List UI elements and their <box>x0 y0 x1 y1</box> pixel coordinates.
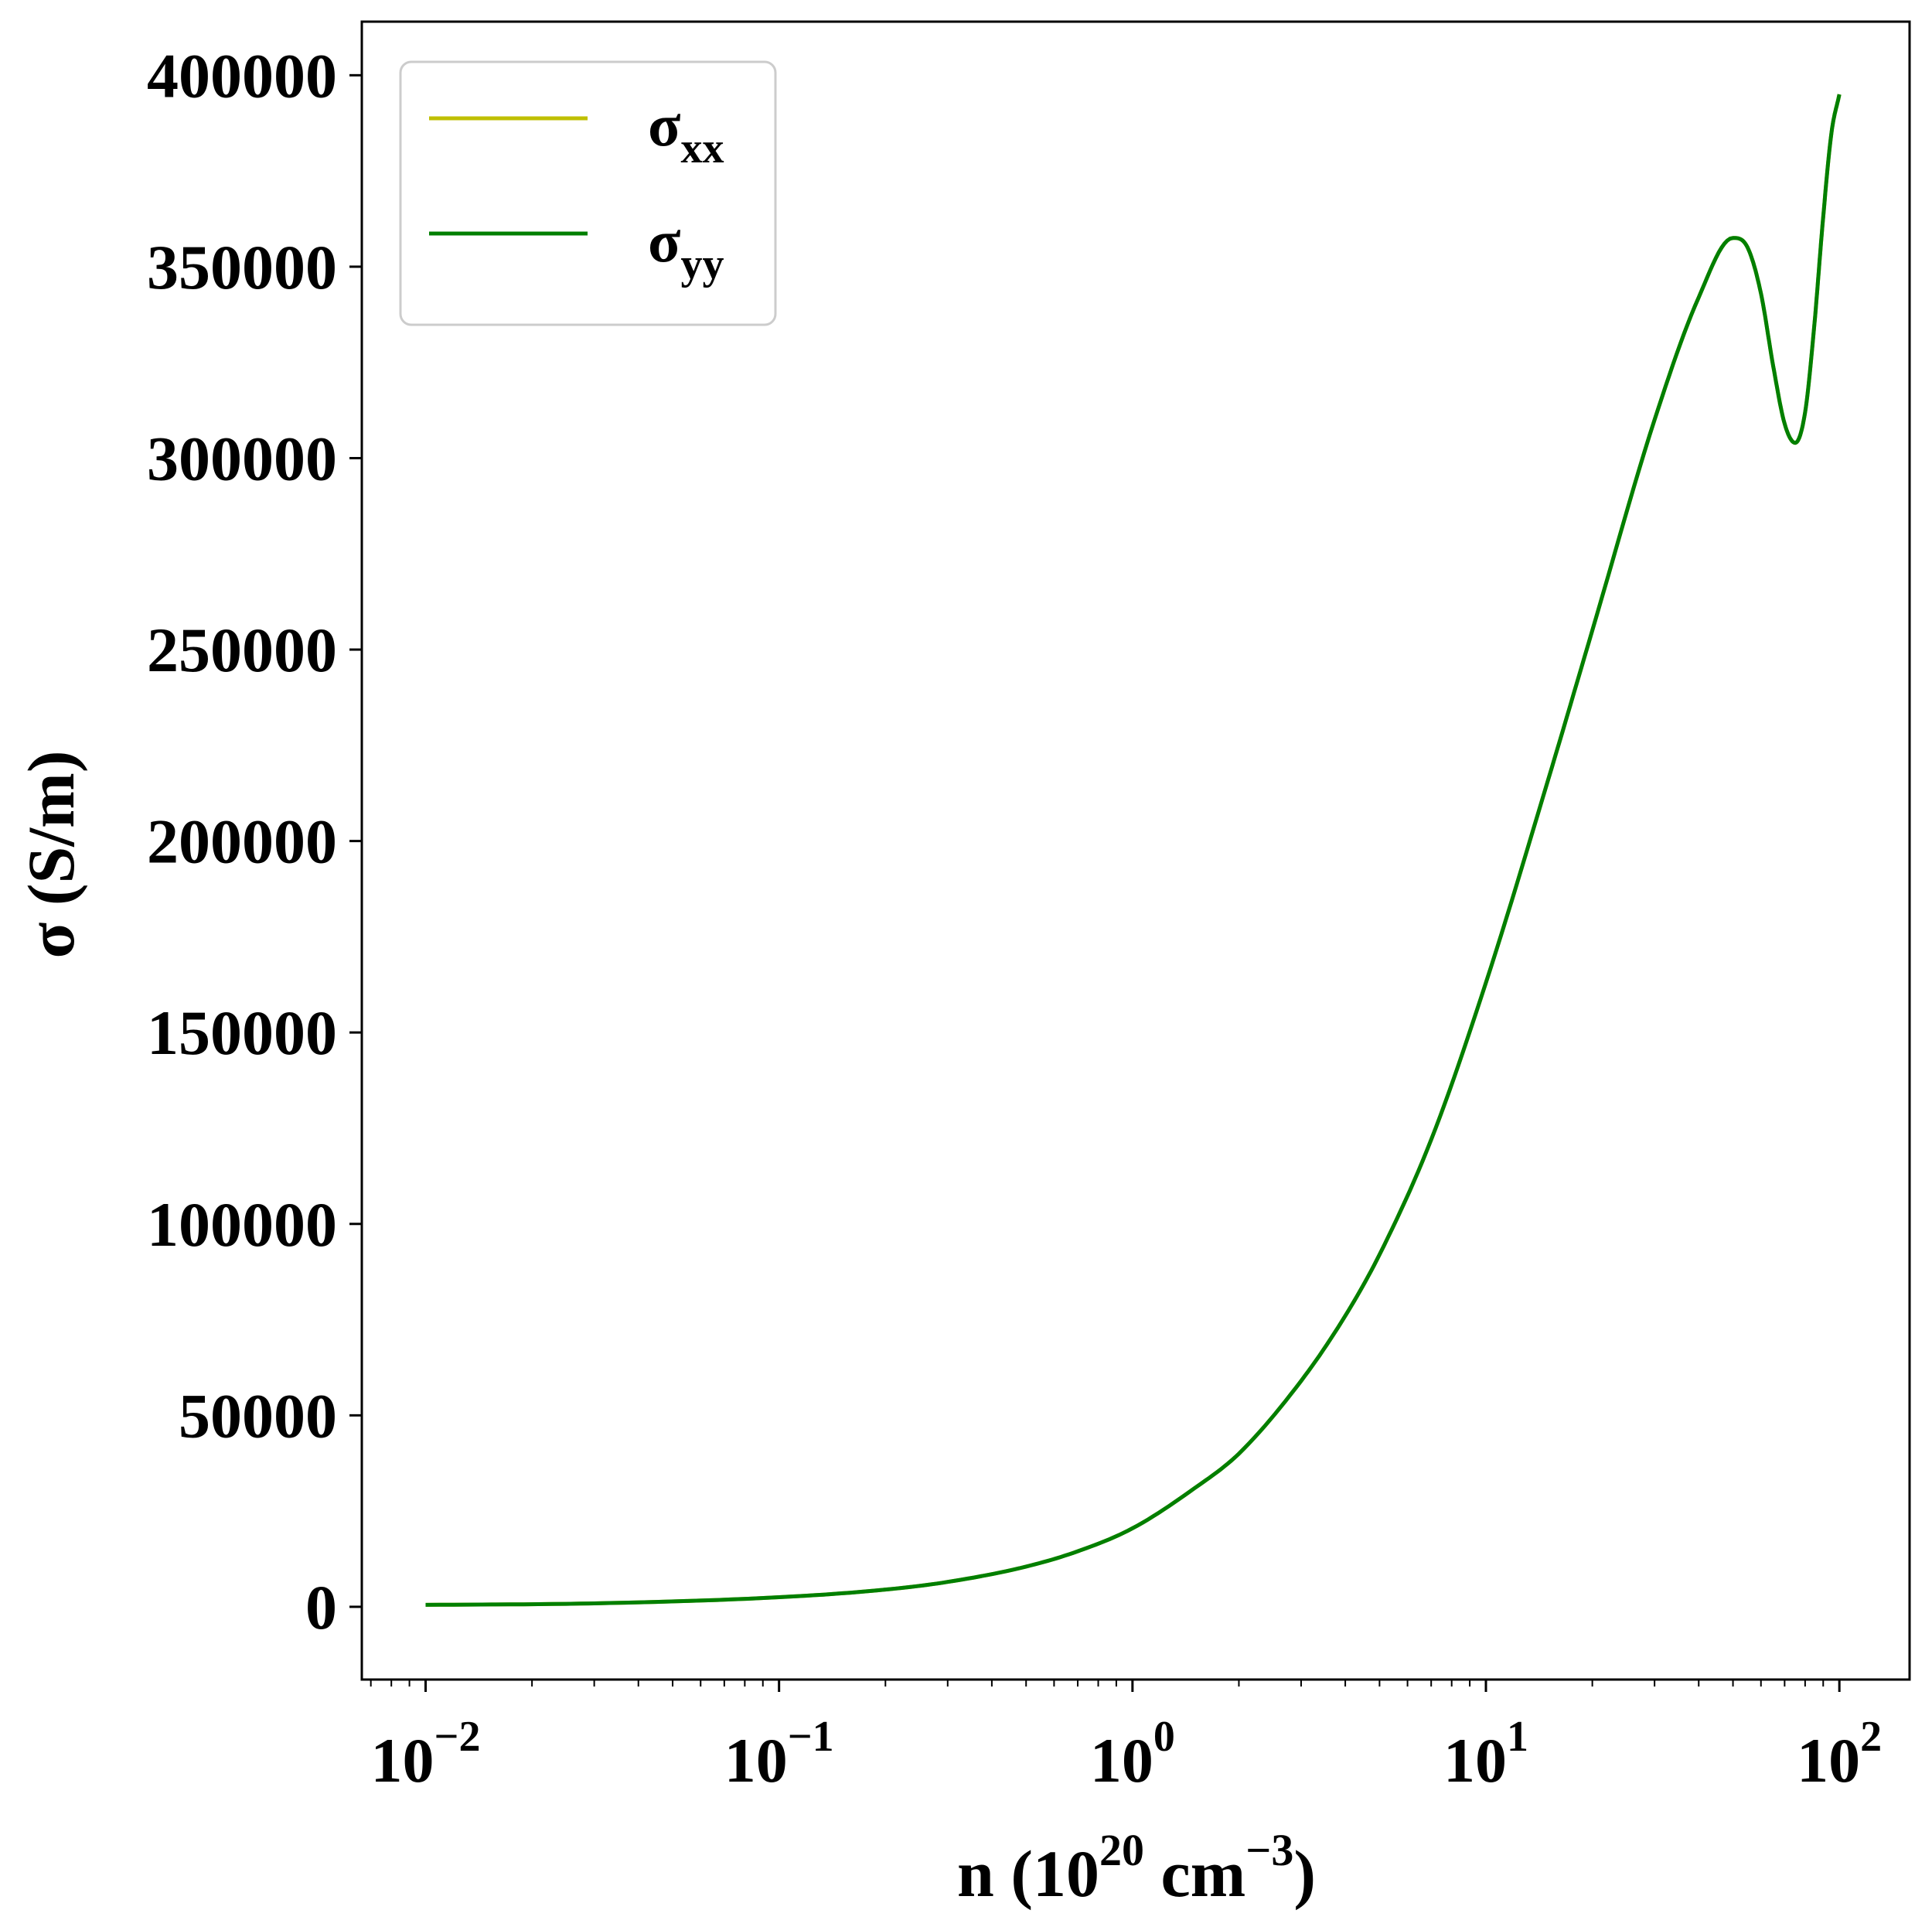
x-tick-label: 102 <box>1797 1713 1882 1796</box>
y-tick-label: 150000 <box>147 998 337 1068</box>
legend: σxx σyy <box>399 60 777 326</box>
plot-frame <box>360 20 1911 1681</box>
legend-label-sigma-xx: σxx <box>648 91 724 172</box>
x-axis-title: n (1020 cm−3) <box>957 1825 1316 1911</box>
legend-label-sigma-yy: σyy <box>648 207 724 288</box>
y-tick-label: 0 <box>305 1572 337 1642</box>
series-line-sigma-yy <box>425 94 1842 1607</box>
legend-frame <box>399 60 777 326</box>
y-tick-label: 400000 <box>147 40 337 111</box>
x-tick-label: 10−2 <box>371 1713 481 1796</box>
y-tick-label: 250000 <box>147 615 337 685</box>
y-axis-title: σ (S/m) <box>14 751 88 959</box>
y-tick-label: 100000 <box>147 1189 337 1260</box>
x-tick-label: 101 <box>1443 1713 1528 1796</box>
y-tick-label: 300000 <box>147 423 337 493</box>
y-tick-label: 200000 <box>147 807 337 877</box>
series-layer <box>425 94 1842 1607</box>
y-tick-label: 50000 <box>179 1380 337 1451</box>
x-tick-label: 100 <box>1090 1713 1175 1796</box>
x-tick-label: 10−1 <box>724 1713 834 1796</box>
y-tick-label: 350000 <box>147 232 337 302</box>
ticks-layer: 0 50000 100000 150000 200000 250000 300000 3500… <box>147 40 1882 1796</box>
